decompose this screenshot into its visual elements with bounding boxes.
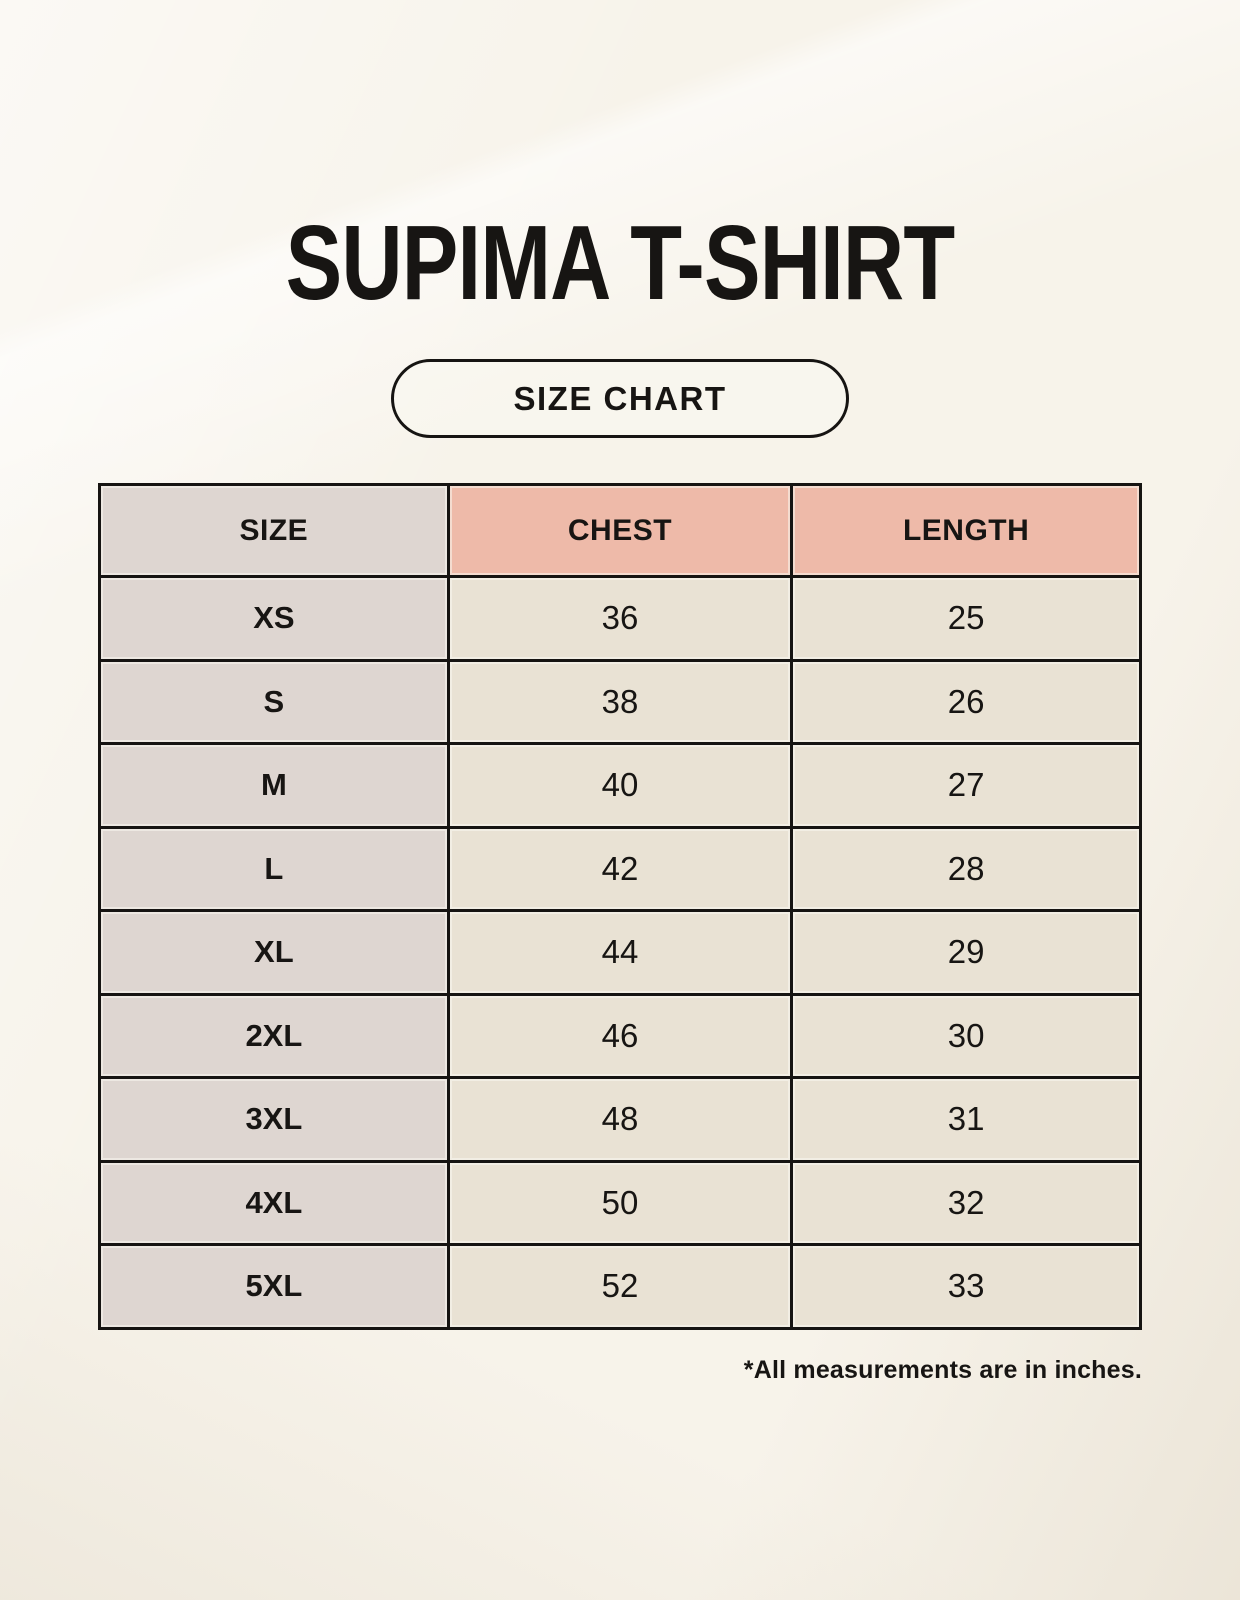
size-cell: 5XL — [98, 1243, 450, 1330]
chest-cell: 48 — [446, 1076, 794, 1163]
size-cell: XS — [98, 575, 450, 662]
length-cell: 27 — [790, 742, 1142, 829]
chest-cell: 38 — [446, 658, 794, 745]
chest-cell: 52 — [446, 1243, 794, 1330]
chest-cell: 44 — [446, 909, 794, 996]
size-cell: 3XL — [98, 1076, 450, 1163]
chest-cell: 42 — [446, 825, 794, 912]
length-cell: 26 — [790, 658, 1142, 745]
size-chart-button-label: SIZE CHART — [513, 379, 727, 417]
size-table: SIZE CHEST LENGTH XS 36 25 S 38 26 M 40 27 L 42 28 X… — [98, 483, 1142, 1330]
size-cell: M — [98, 742, 450, 829]
chest-cell: 40 — [446, 742, 794, 829]
length-cell: 33 — [790, 1243, 1142, 1330]
size-cell: 2XL — [98, 992, 450, 1079]
table-row: L 42 28 — [98, 825, 1142, 912]
column-header-length: LENGTH — [790, 483, 1142, 578]
column-header-chest: CHEST — [446, 483, 794, 578]
size-chart-button[interactable]: SIZE CHART — [391, 359, 849, 438]
table-row: M 40 27 — [98, 742, 1142, 829]
length-cell: 31 — [790, 1076, 1142, 1163]
length-cell: 30 — [790, 992, 1142, 1079]
chest-cell: 36 — [446, 575, 794, 662]
size-cell: 4XL — [98, 1159, 450, 1246]
length-cell: 29 — [790, 909, 1142, 996]
size-table-header: SIZE CHEST LENGTH — [98, 483, 1142, 578]
table-row: 4XL 50 32 — [98, 1159, 1142, 1246]
table-row: 3XL 48 31 — [98, 1076, 1142, 1163]
header-row: SIZE CHEST LENGTH — [98, 483, 1142, 578]
length-cell: 32 — [790, 1159, 1142, 1246]
size-cell: XL — [98, 909, 450, 996]
table-row: S 38 26 — [98, 658, 1142, 745]
table-row: 2XL 46 30 — [98, 992, 1142, 1079]
size-cell: L — [98, 825, 450, 912]
measurements-footnote: *All measurements are in inches. — [743, 1356, 1142, 1384]
page-title-text: SUPIMA T-SHIRT — [285, 204, 956, 322]
chest-cell: 50 — [446, 1159, 794, 1246]
size-cell: S — [98, 658, 450, 745]
page-title: SUPIMA T-SHIRT — [0, 210, 1240, 316]
table-row: 5XL 52 33 — [98, 1243, 1142, 1330]
length-cell: 28 — [790, 825, 1142, 912]
chest-cell: 46 — [446, 992, 794, 1079]
table-row: XS 36 25 — [98, 575, 1142, 662]
length-cell: 25 — [790, 575, 1142, 662]
size-table-body: XS 36 25 S 38 26 M 40 27 L 42 28 XL 44 29 2XL 46 30 3XL 48 3… — [98, 575, 1142, 1330]
table-row: XL 44 29 — [98, 909, 1142, 996]
column-header-size: SIZE — [98, 483, 450, 578]
